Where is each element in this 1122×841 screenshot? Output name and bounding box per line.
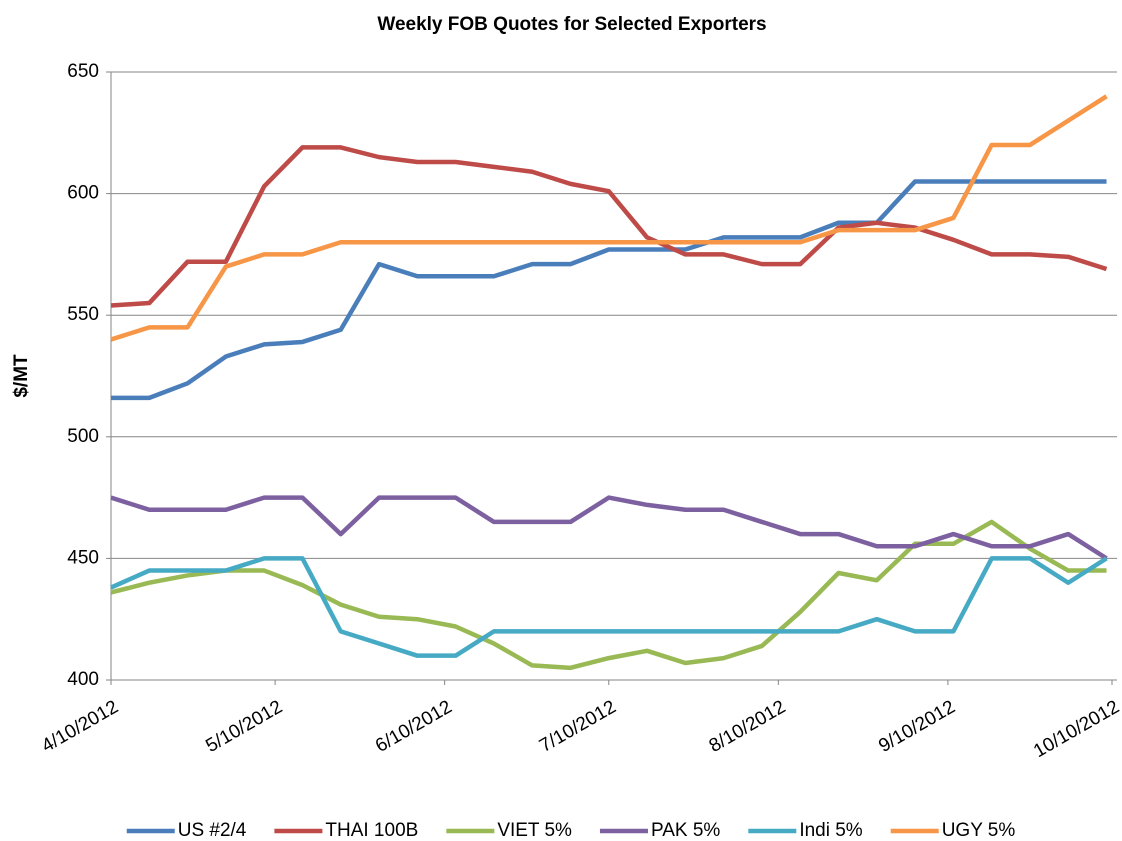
- y-tick-label: 550: [67, 304, 99, 325]
- y-tick-label: 400: [67, 669, 99, 690]
- x-tick-label: 8/10/2012: [706, 696, 790, 756]
- y-tick-label: 500: [67, 426, 99, 447]
- series-line: [110, 556, 1108, 658]
- y-axis-label: $/MT: [11, 354, 32, 398]
- y-tick-label: 600: [67, 183, 99, 204]
- x-tick-label: 4/10/2012: [38, 696, 122, 756]
- legend-label: UGY 5%: [942, 820, 1016, 841]
- legend-label: VIET 5%: [497, 820, 572, 841]
- x-tick-label: 5/10/2012: [202, 696, 286, 756]
- x-tick-label: 6/10/2012: [372, 696, 456, 756]
- series-line: [110, 519, 1107, 671]
- legend-label: PAK 5%: [651, 820, 720, 841]
- chart-title: Weekly FOB Quotes for Selected Exporters: [377, 14, 766, 35]
- legend-label: US #2/4: [178, 820, 247, 841]
- x-tick-label: 9/10/2012: [875, 696, 959, 756]
- y-tick-label: 450: [67, 547, 99, 568]
- series-line: [110, 94, 1108, 342]
- y-tick-label: 650: [67, 61, 99, 82]
- legend-label: Indi 5%: [799, 820, 862, 841]
- x-tick-label: 10/10/2012: [1030, 696, 1122, 762]
- series-line: [110, 495, 1108, 561]
- legend-label: THAI 100B: [325, 820, 418, 841]
- x-tick-label: 7/10/2012: [536, 696, 620, 756]
- series-line: [110, 145, 1108, 308]
- series-line: [111, 179, 1107, 401]
